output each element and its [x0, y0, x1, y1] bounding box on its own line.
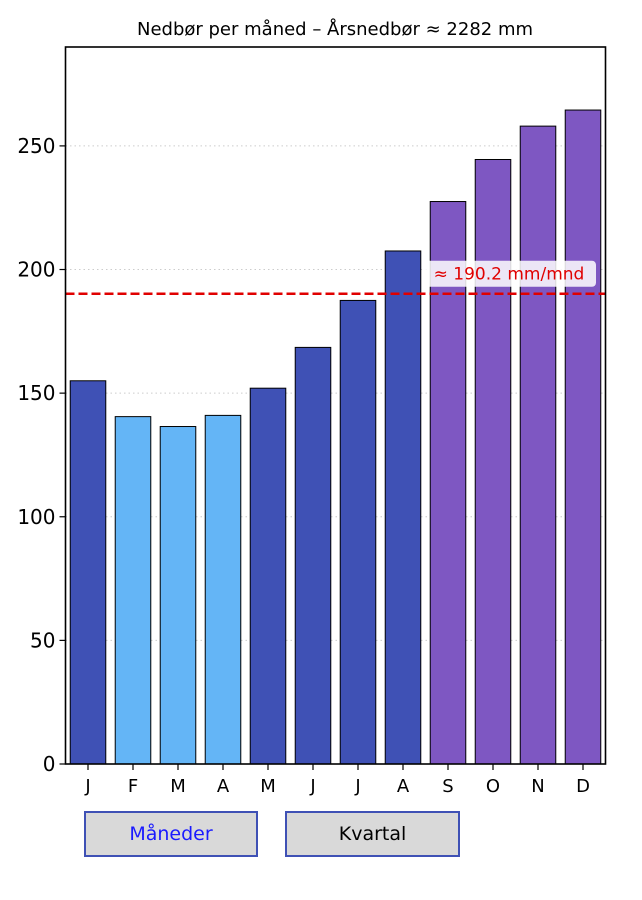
x-tick-label: D: [576, 776, 590, 797]
y-tick-label: 150: [17, 381, 55, 405]
y-tick-label: 100: [17, 505, 55, 529]
y-tick-label: 250: [17, 134, 55, 158]
y-tick-label: 200: [17, 258, 55, 282]
mean-line-group: ≈ 190.2 mm/mnd: [65, 260, 606, 296]
x-tick-label: F: [128, 776, 138, 797]
x-tick-label: M: [170, 776, 186, 797]
x-tick-label: J: [84, 776, 90, 797]
plot-frame: [64, 46, 607, 765]
x-tick-label: M: [260, 776, 276, 797]
bar-3: [159, 426, 197, 765]
quarters-button[interactable]: Kvartal: [285, 811, 460, 857]
bar-6: [294, 346, 332, 765]
bar-2: [114, 416, 152, 765]
chart-title: Nedbør per måned – Årsnedbør ≈ 2282 mm: [137, 18, 533, 40]
y-tick-label: 0: [43, 752, 56, 776]
x-tick-label: A: [397, 776, 410, 797]
bar-12: [564, 109, 602, 765]
y-tick-label: 50: [30, 628, 55, 652]
bar-10: [474, 158, 512, 765]
bar-1: [69, 380, 107, 765]
mean-label-background: [422, 260, 596, 287]
bars: [69, 109, 602, 765]
bar-7: [339, 299, 377, 765]
x-tick-label: S: [442, 776, 453, 797]
mean-line-label: ≈ 190.2 mm/mnd: [434, 265, 585, 285]
bar-9: [429, 201, 467, 765]
months-button[interactable]: Måneder: [84, 811, 258, 857]
x-tick-label: N: [531, 776, 544, 797]
x-tick-label: O: [486, 776, 500, 797]
x-tick-label: J: [354, 776, 360, 797]
bar-11: [519, 125, 557, 765]
x-tick-label: J: [309, 776, 315, 797]
y-axis: 0 50 100 150 200 250: [17, 134, 66, 776]
precipitation-chart: Nedbør per måned – Årsnedbør ≈ 2282 mm ≈…: [17, 18, 607, 797]
bar-4: [204, 414, 242, 765]
bar-5: [249, 387, 287, 765]
bar-8: [384, 250, 422, 765]
x-tick-label: A: [217, 776, 230, 797]
